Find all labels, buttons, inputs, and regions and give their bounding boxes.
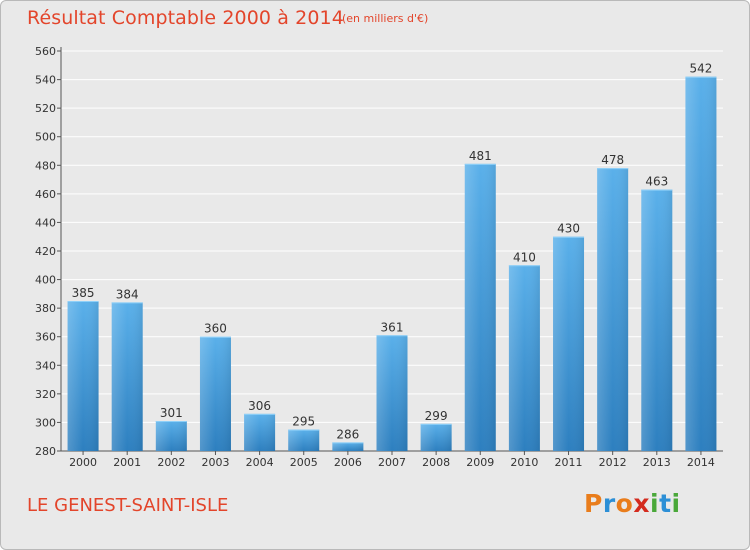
y-tick-label: 540 [35,74,56,87]
bar-shading [464,163,496,451]
commune-name: LE GENEST-SAINT-ISLE [27,495,229,516]
bar-shading [553,236,585,451]
y-tick-label: 500 [35,131,56,144]
x-tick-label: 2009 [466,456,494,469]
data-label: 286 [336,427,359,441]
data-label: 481 [469,149,492,163]
bar-shading [155,421,187,451]
logo-letter: o [615,489,634,518]
x-tick-label: 2001 [113,456,141,469]
bar-shading [244,413,276,451]
y-tick-label: 360 [35,331,56,344]
bar-shading [597,168,629,451]
y-tick-labels: 280 300 320 340 360 380 400 420 440 460 480 500 520 5… [35,45,56,458]
data-label: 410 [513,250,536,264]
bar-shading [641,189,673,452]
data-label: 361 [381,320,404,334]
data-label: 299 [425,409,448,423]
x-tick-label: 2006 [334,456,362,469]
y-tick-label: 280 [35,445,56,458]
bar-shading [332,442,364,451]
data-label: 360 [204,322,227,336]
x-tick-label: 2000 [69,456,97,469]
y-tick-label: 520 [35,102,56,115]
y-tick-label: 320 [35,388,56,401]
data-label: 301 [160,406,183,420]
logo-letter: x [633,489,650,518]
chart-title: Résultat Comptable 2000 à 2014 [27,7,344,29]
x-tick-label: 2007 [378,456,406,469]
data-label: 306 [248,399,271,413]
bar-shading [67,301,99,451]
y-tick-label: 300 [35,416,56,429]
logo-letter: i [671,489,681,518]
y-tick-label: 560 [35,45,56,58]
x-tick-label: 2012 [599,456,627,469]
bar-shading [199,336,231,451]
x-tick-label: 2010 [510,456,538,469]
chart-subtitle: (en milliers d'€) [342,12,429,25]
x-tick-labels: 2000 2001 2002 2003 2004 2005 2006 2007 2008 2009… [69,451,715,469]
y-tick-label: 420 [35,245,56,258]
data-label: 430 [557,222,580,236]
logo-letter: P [584,489,603,518]
logo-letter: r [602,489,616,518]
bar-shading [288,429,320,451]
bar-shading [111,302,143,451]
x-tick-label: 2014 [687,456,715,469]
bar-shading [685,76,717,451]
x-tick-label: 2002 [157,456,185,469]
data-label: 384 [116,287,139,301]
data-label: 542 [689,62,712,76]
x-tick-label: 2008 [422,456,450,469]
y-tick-label: 340 [35,359,56,372]
bar-shading [376,335,408,451]
bar-shading [420,423,452,451]
x-tick-label: 2013 [643,456,671,469]
proxiti-logo: Proxiti [584,489,681,518]
bars [67,76,717,452]
data-label: 295 [292,415,315,429]
x-tick-label: 2011 [555,456,583,469]
y-tick-label: 380 [35,302,56,315]
x-tick-label: 2003 [201,456,229,469]
y-tick-label: 440 [35,216,56,229]
x-tick-label: 2004 [246,456,274,469]
data-label: 478 [601,153,624,167]
logo-letter: t [659,489,672,518]
y-tick-label: 460 [35,188,56,201]
data-label: 385 [72,286,95,300]
y-tick-label: 480 [35,159,56,172]
y-tick-label: 400 [35,274,56,287]
logo-letter: i [650,489,660,518]
bar-shading [508,265,540,451]
data-labels: 385 384 301 360 306 295 286 361 299 481 410 430 478 4… [72,62,713,442]
x-tick-label: 2005 [290,456,318,469]
data-label: 463 [645,175,668,189]
